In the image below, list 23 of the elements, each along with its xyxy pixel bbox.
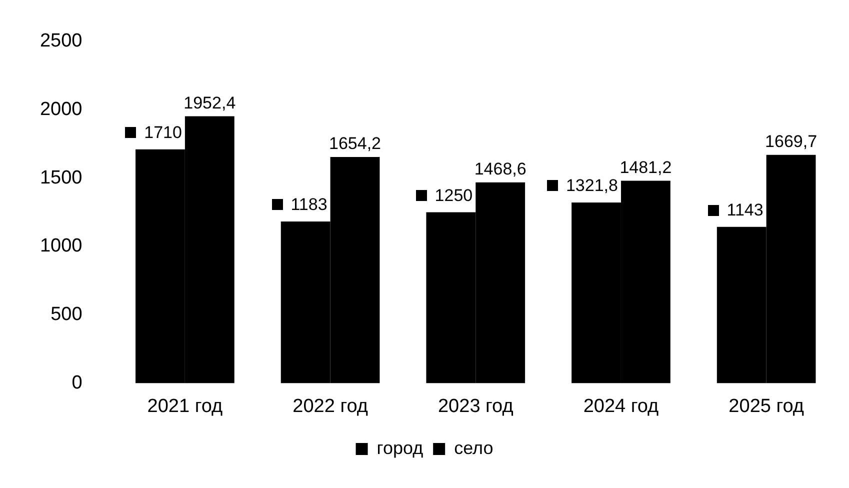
legend-label: село bbox=[454, 438, 494, 458]
x-tick-label: 2025 год bbox=[728, 396, 804, 417]
y-tick-label: 1000 bbox=[40, 236, 82, 257]
data-label: 1952,4 bbox=[184, 93, 236, 112]
data-label: 1481,2 bbox=[620, 158, 672, 177]
data-label: 1710 bbox=[144, 123, 182, 142]
data-label: 1669,7 bbox=[765, 132, 818, 152]
y-tick-label: 2500 bbox=[40, 30, 82, 52]
x-tick-label: 2023 год bbox=[438, 396, 514, 417]
data-label: 1143 bbox=[726, 200, 764, 220]
data-label: 1321,8 bbox=[566, 176, 618, 196]
y-tick-label: 2000 bbox=[40, 98, 82, 120]
x-tick-label: 2021 год bbox=[147, 396, 223, 417]
x-tick-label: 2024 год bbox=[583, 396, 659, 417]
legend-label: город bbox=[376, 438, 424, 458]
data-label: 1250 bbox=[434, 186, 473, 205]
data-label: 1183 bbox=[290, 195, 328, 214]
y-tick-label: 1500 bbox=[40, 167, 82, 188]
y-tick-label: 0 bbox=[72, 372, 82, 394]
y-tick-label: 500 bbox=[50, 304, 82, 326]
x-tick-label: 2022 год bbox=[292, 396, 368, 417]
data-label: 1468,6 bbox=[474, 160, 526, 179]
data-label: 1654,2 bbox=[328, 134, 381, 154]
